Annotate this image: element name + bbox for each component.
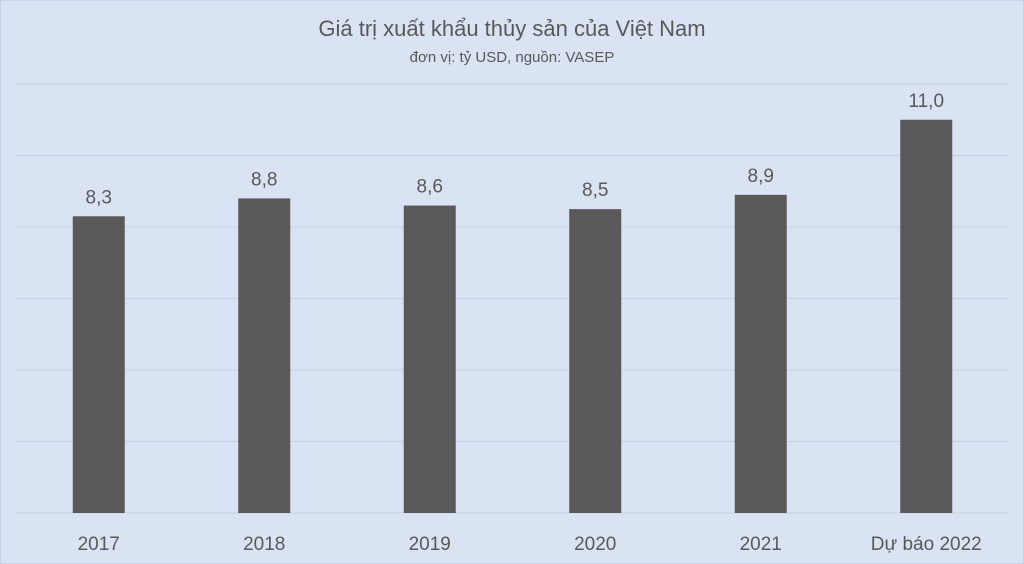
value-label: 8,5 [582, 180, 608, 201]
bar [900, 119, 953, 513]
x-tick-label: 2021 [740, 534, 782, 555]
bar [569, 209, 622, 513]
bar [238, 198, 291, 513]
chart-subtitle: đơn vị: tỷ USD, nguồn: VASEP [410, 49, 615, 66]
value-label: 11,0 [908, 91, 944, 112]
chart-title: Giá trị xuất khẩu thủy sản của Việt Nam [318, 16, 705, 41]
x-tick-label: 2018 [243, 534, 285, 555]
x-tick-label: Dự báo 2022 [871, 534, 982, 555]
x-tick-label: 2019 [409, 534, 451, 555]
value-label: 8,9 [748, 166, 774, 187]
value-label: 8,8 [251, 169, 277, 190]
value-label: 8,3 [86, 187, 112, 208]
x-tick-label: 2020 [574, 534, 616, 555]
bar [403, 205, 456, 514]
bar [734, 194, 787, 513]
bar [72, 216, 125, 513]
x-tick-label: 2017 [78, 534, 120, 555]
value-label: 8,6 [417, 177, 443, 198]
